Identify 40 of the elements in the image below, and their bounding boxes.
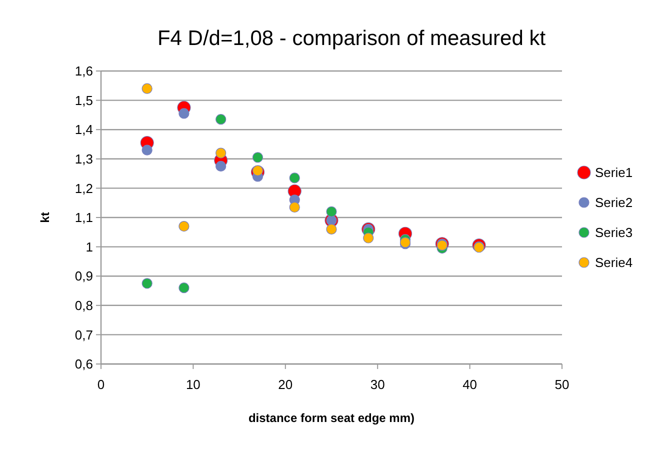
point xyxy=(178,282,190,294)
point xyxy=(216,148,226,158)
point xyxy=(252,152,264,163)
y-tick-label: 1,6 xyxy=(74,64,93,79)
x-tick-label: 50 xyxy=(554,377,570,392)
y-axis-title: kt xyxy=(38,212,52,223)
point xyxy=(142,83,152,94)
x-tick-label: 30 xyxy=(370,377,385,392)
x-axis-title: distance form seat edge mm) xyxy=(248,411,415,425)
point xyxy=(178,220,190,232)
chart-title: F4 D/d=1,08 - comparison of measured kt xyxy=(157,27,546,50)
legend-label: Serie2 xyxy=(595,195,633,210)
legend-label: Serie3 xyxy=(595,225,633,240)
y-tick-label: 1,1 xyxy=(74,210,93,226)
y-tick-label: 1,2 xyxy=(74,180,93,196)
y-tick-label: 0,7 xyxy=(74,327,93,342)
y-tick-label: 0,6 xyxy=(74,356,93,372)
point xyxy=(252,165,264,176)
point xyxy=(216,160,226,172)
x-tick-label: 40 xyxy=(462,377,478,392)
legend-label: Serie1 xyxy=(595,165,633,180)
point xyxy=(289,172,300,184)
point xyxy=(142,144,152,156)
point xyxy=(178,108,190,119)
point xyxy=(289,202,300,213)
point xyxy=(326,206,337,217)
y-tick-label: 0,8 xyxy=(74,298,93,313)
legend-label: Serie4 xyxy=(595,255,633,270)
y-tick-label: 1,4 xyxy=(74,122,93,138)
y-tick-label: 1 xyxy=(86,239,93,254)
point xyxy=(326,224,337,235)
x-tick-label: 0 xyxy=(97,377,105,392)
point xyxy=(216,114,226,125)
x-tick-label: 20 xyxy=(278,377,293,392)
point xyxy=(363,232,374,244)
y-tick-label: 1,3 xyxy=(74,151,93,166)
x-tick-label: 10 xyxy=(186,377,200,392)
point xyxy=(142,278,152,289)
y-tick-label: 0,9 xyxy=(74,268,93,284)
y-tick-label: 1,5 xyxy=(74,92,93,108)
